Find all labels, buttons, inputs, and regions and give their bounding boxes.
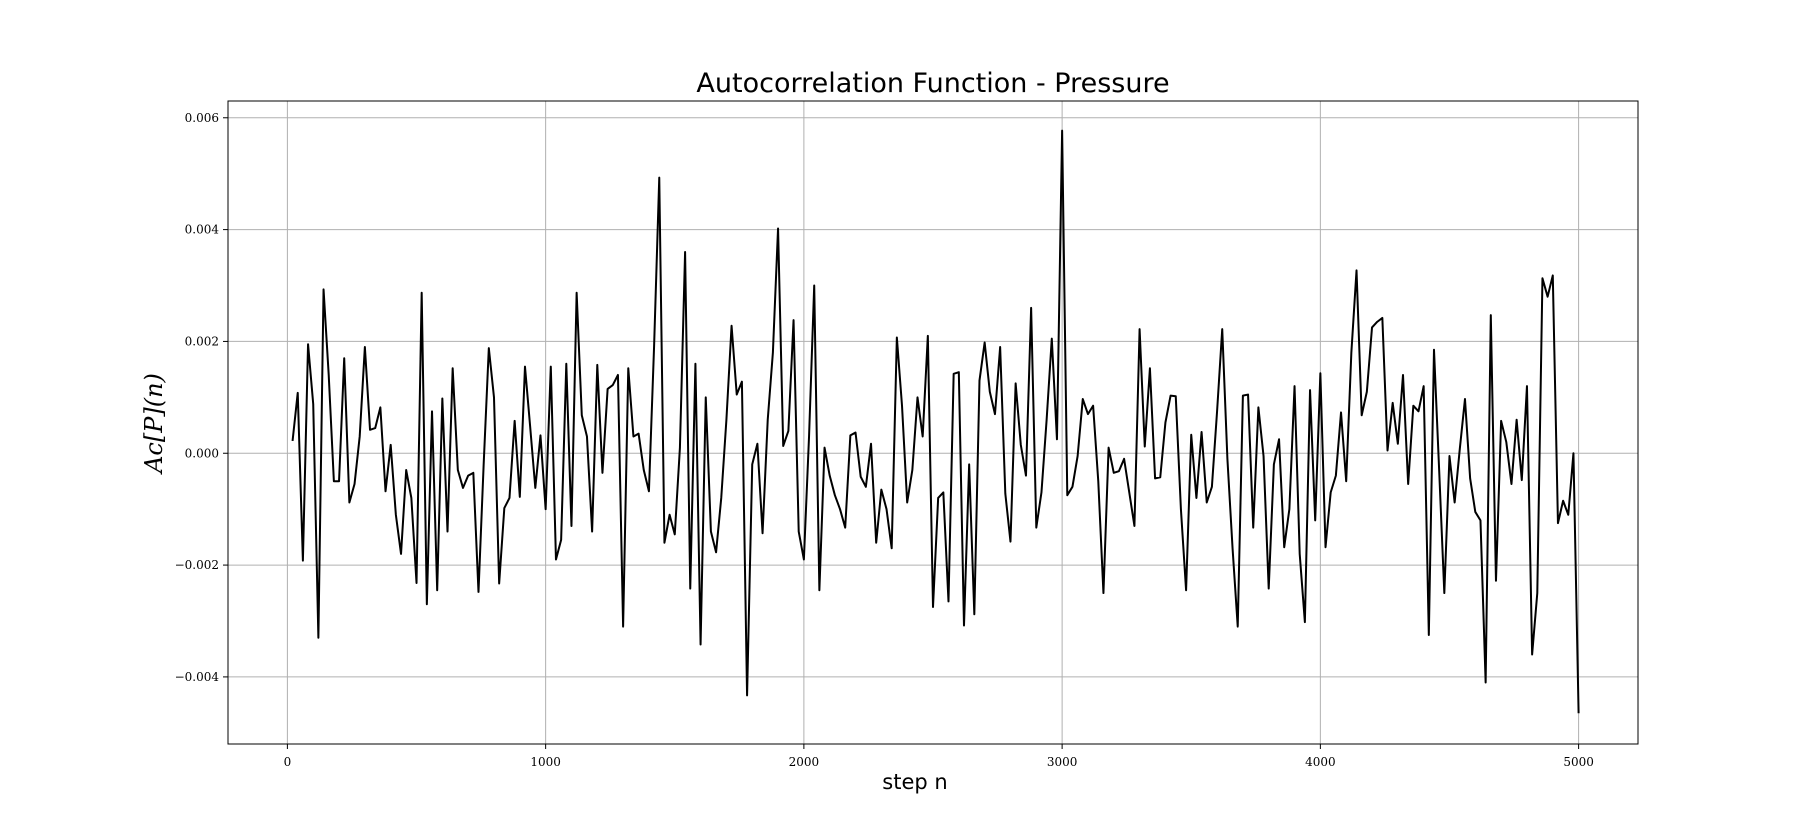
y-tick-label: −0.004	[175, 670, 220, 684]
x-tick-label: 3000	[1047, 755, 1078, 769]
x-axis-ticks: 0 1000 2000 3000 4000 5000	[284, 744, 1594, 769]
y-tick-label: 0.004	[185, 223, 220, 237]
y-tick-label: −0.002	[175, 558, 219, 572]
y-axis-ticks: −0.004 −0.002 0.000 0.002 0.004 0.006	[175, 111, 228, 684]
x-axis-label: step n	[882, 770, 947, 794]
x-tick-label: 2000	[789, 755, 820, 769]
x-tick-label: 0	[284, 755, 292, 769]
series-line-acf	[291, 129, 1580, 714]
y-tick-label: 0.006	[185, 111, 219, 125]
x-tick-label: 5000	[1563, 755, 1594, 769]
grid-lines	[228, 101, 1638, 744]
y-axis-label: Ac[P](n)	[140, 373, 168, 475]
x-tick-label: 4000	[1305, 755, 1336, 769]
plot-frame	[227, 100, 1639, 745]
chart-title: Autocorrelation Function - Pressure	[696, 68, 1169, 99]
y-tick-label: 0.000	[185, 446, 219, 460]
y-tick-label: 0.002	[185, 334, 219, 348]
x-tick-label: 1000	[530, 755, 561, 769]
